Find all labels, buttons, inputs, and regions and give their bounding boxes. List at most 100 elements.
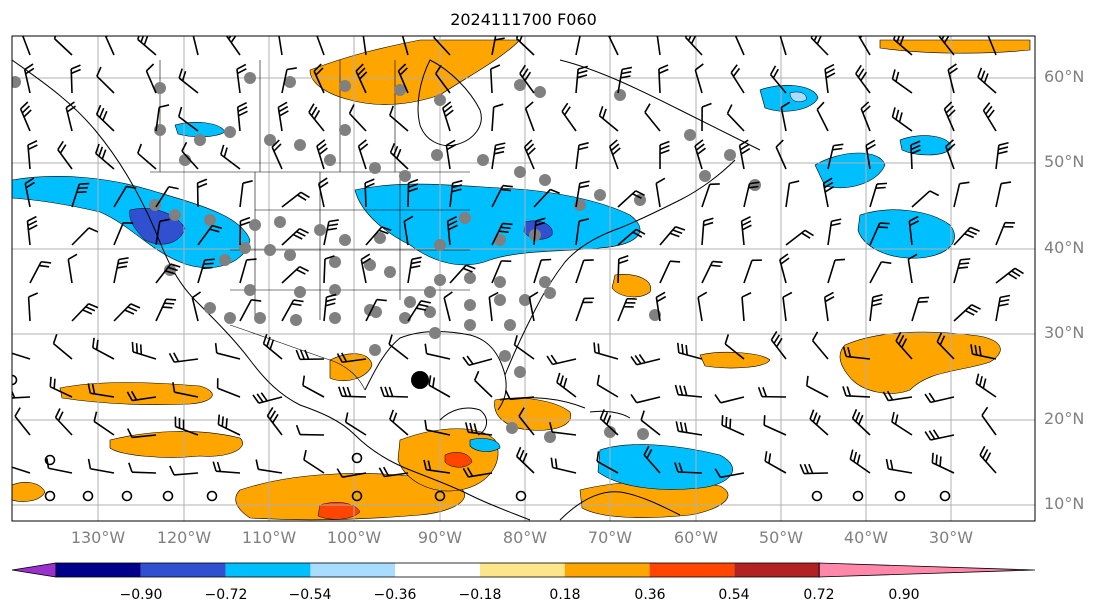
- station-dot: [224, 312, 236, 324]
- wind-barb: [596, 374, 619, 398]
- field-region-positive: [611, 274, 652, 298]
- black-station-marker: [411, 371, 429, 389]
- wind-barb: [239, 258, 257, 284]
- station-dot: [314, 224, 326, 236]
- station-dot: [284, 249, 296, 261]
- colorbar-tick: 0.54: [718, 587, 750, 603]
- lat-label: 10°N: [1044, 494, 1085, 513]
- wind-barb: [389, 105, 409, 132]
- map-frame: [11, 35, 1036, 522]
- wind-barb: [388, 334, 409, 360]
- wind-barb: [407, 178, 419, 208]
- station-dot: [724, 149, 736, 161]
- wind-barb: [360, 253, 371, 284]
- wind-barb: [423, 459, 451, 474]
- calm-wind-circle: [44, 454, 56, 466]
- wind-barb: [216, 378, 241, 398]
- calm-wind-circle: [894, 490, 906, 502]
- wind-barb: [827, 218, 842, 246]
- wind-barb: [785, 180, 800, 208]
- wind-barb: [519, 64, 535, 94]
- wind-barb: [145, 63, 157, 94]
- wind-barb: [212, 461, 241, 474]
- wind-barb: [401, 36, 409, 56]
- colorbar-segment: [395, 563, 480, 577]
- field-region-negative: [469, 438, 501, 452]
- wind-barb: [513, 335, 535, 360]
- wind-barb: [174, 416, 199, 436]
- wind-barb: [113, 222, 134, 246]
- wind-barb: [891, 69, 913, 94]
- wind-barb: [94, 143, 115, 170]
- calm-wind-circle: [44, 490, 56, 502]
- colorbar: [11, 562, 1036, 578]
- calm-wind-circle: [852, 490, 864, 502]
- wind-barb: [779, 253, 790, 284]
- station-dot: [224, 126, 236, 138]
- wind-barb: [730, 64, 745, 94]
- wind-barb: [533, 217, 546, 246]
- wind-barb: [644, 103, 661, 132]
- wind-barb: [491, 260, 512, 284]
- station-dot: [514, 366, 526, 378]
- wind-barb: [178, 68, 199, 94]
- wind-barb: [908, 215, 920, 246]
- wind-barb: [155, 185, 179, 208]
- wind-barb: [981, 406, 997, 436]
- wind-barb: [27, 292, 39, 322]
- field-region-positive: [59, 382, 213, 405]
- wind-barb: [907, 253, 918, 284]
- wind-barb: [630, 394, 661, 404]
- wind-barb: [23, 63, 35, 94]
- station-dot: [364, 259, 376, 271]
- wind-barb: [995, 141, 1009, 170]
- wind-barb: [21, 36, 31, 56]
- field-region-negative: [899, 135, 953, 156]
- station-dot: [634, 194, 646, 206]
- wind-barb: [697, 291, 708, 322]
- border-canada-provinces: [159, 60, 396, 172]
- wind-barb: [575, 36, 581, 56]
- wind-barb: [869, 261, 892, 284]
- calm-wind-circle: [206, 490, 218, 502]
- wind-barb: [128, 462, 157, 474]
- lon-label: 100°W: [326, 528, 382, 547]
- wind-barb: [640, 410, 661, 436]
- wind-barb: [885, 458, 913, 474]
- wind-barb: [449, 179, 463, 208]
- station-dot: [539, 174, 551, 186]
- wind-barb: [575, 218, 590, 246]
- wind-barb: [49, 376, 73, 398]
- colorbar-tick: 0.90: [888, 587, 920, 603]
- wind-barb: [607, 36, 619, 56]
- wind-barb: [701, 260, 723, 284]
- wind-barb: [842, 386, 871, 398]
- wind-barb: [281, 265, 309, 284]
- wind-barb: [126, 390, 157, 402]
- wind-barb: [556, 372, 577, 398]
- calm-wind-circle: [82, 490, 94, 502]
- coastline-greenland-labrador: [559, 59, 761, 151]
- wind-barb: [780, 101, 791, 132]
- wind-barb: [365, 226, 392, 246]
- wind-barb: [799, 463, 829, 475]
- wind-barb: [995, 294, 1011, 322]
- wind-barb: [491, 184, 513, 208]
- wind-barb: [643, 445, 661, 474]
- wind-barb: [775, 139, 787, 170]
- wind-barb: [87, 458, 115, 474]
- field-region-positive: [839, 331, 1001, 394]
- wind-barb: [489, 64, 501, 94]
- wind-barb: [827, 258, 846, 284]
- coastline-gulf: [364, 331, 507, 411]
- station-dot: [594, 189, 606, 201]
- wind-barb: [659, 260, 681, 284]
- lon-label: 70°W: [587, 528, 633, 547]
- wind-barb: [278, 36, 283, 56]
- wind-barb: [70, 64, 81, 94]
- wind-barb: [491, 142, 506, 170]
- wind-barb: [740, 215, 752, 246]
- wind-barb: [196, 178, 208, 208]
- colorbar-tick: −0.36: [373, 587, 417, 603]
- station-dot: [194, 134, 206, 146]
